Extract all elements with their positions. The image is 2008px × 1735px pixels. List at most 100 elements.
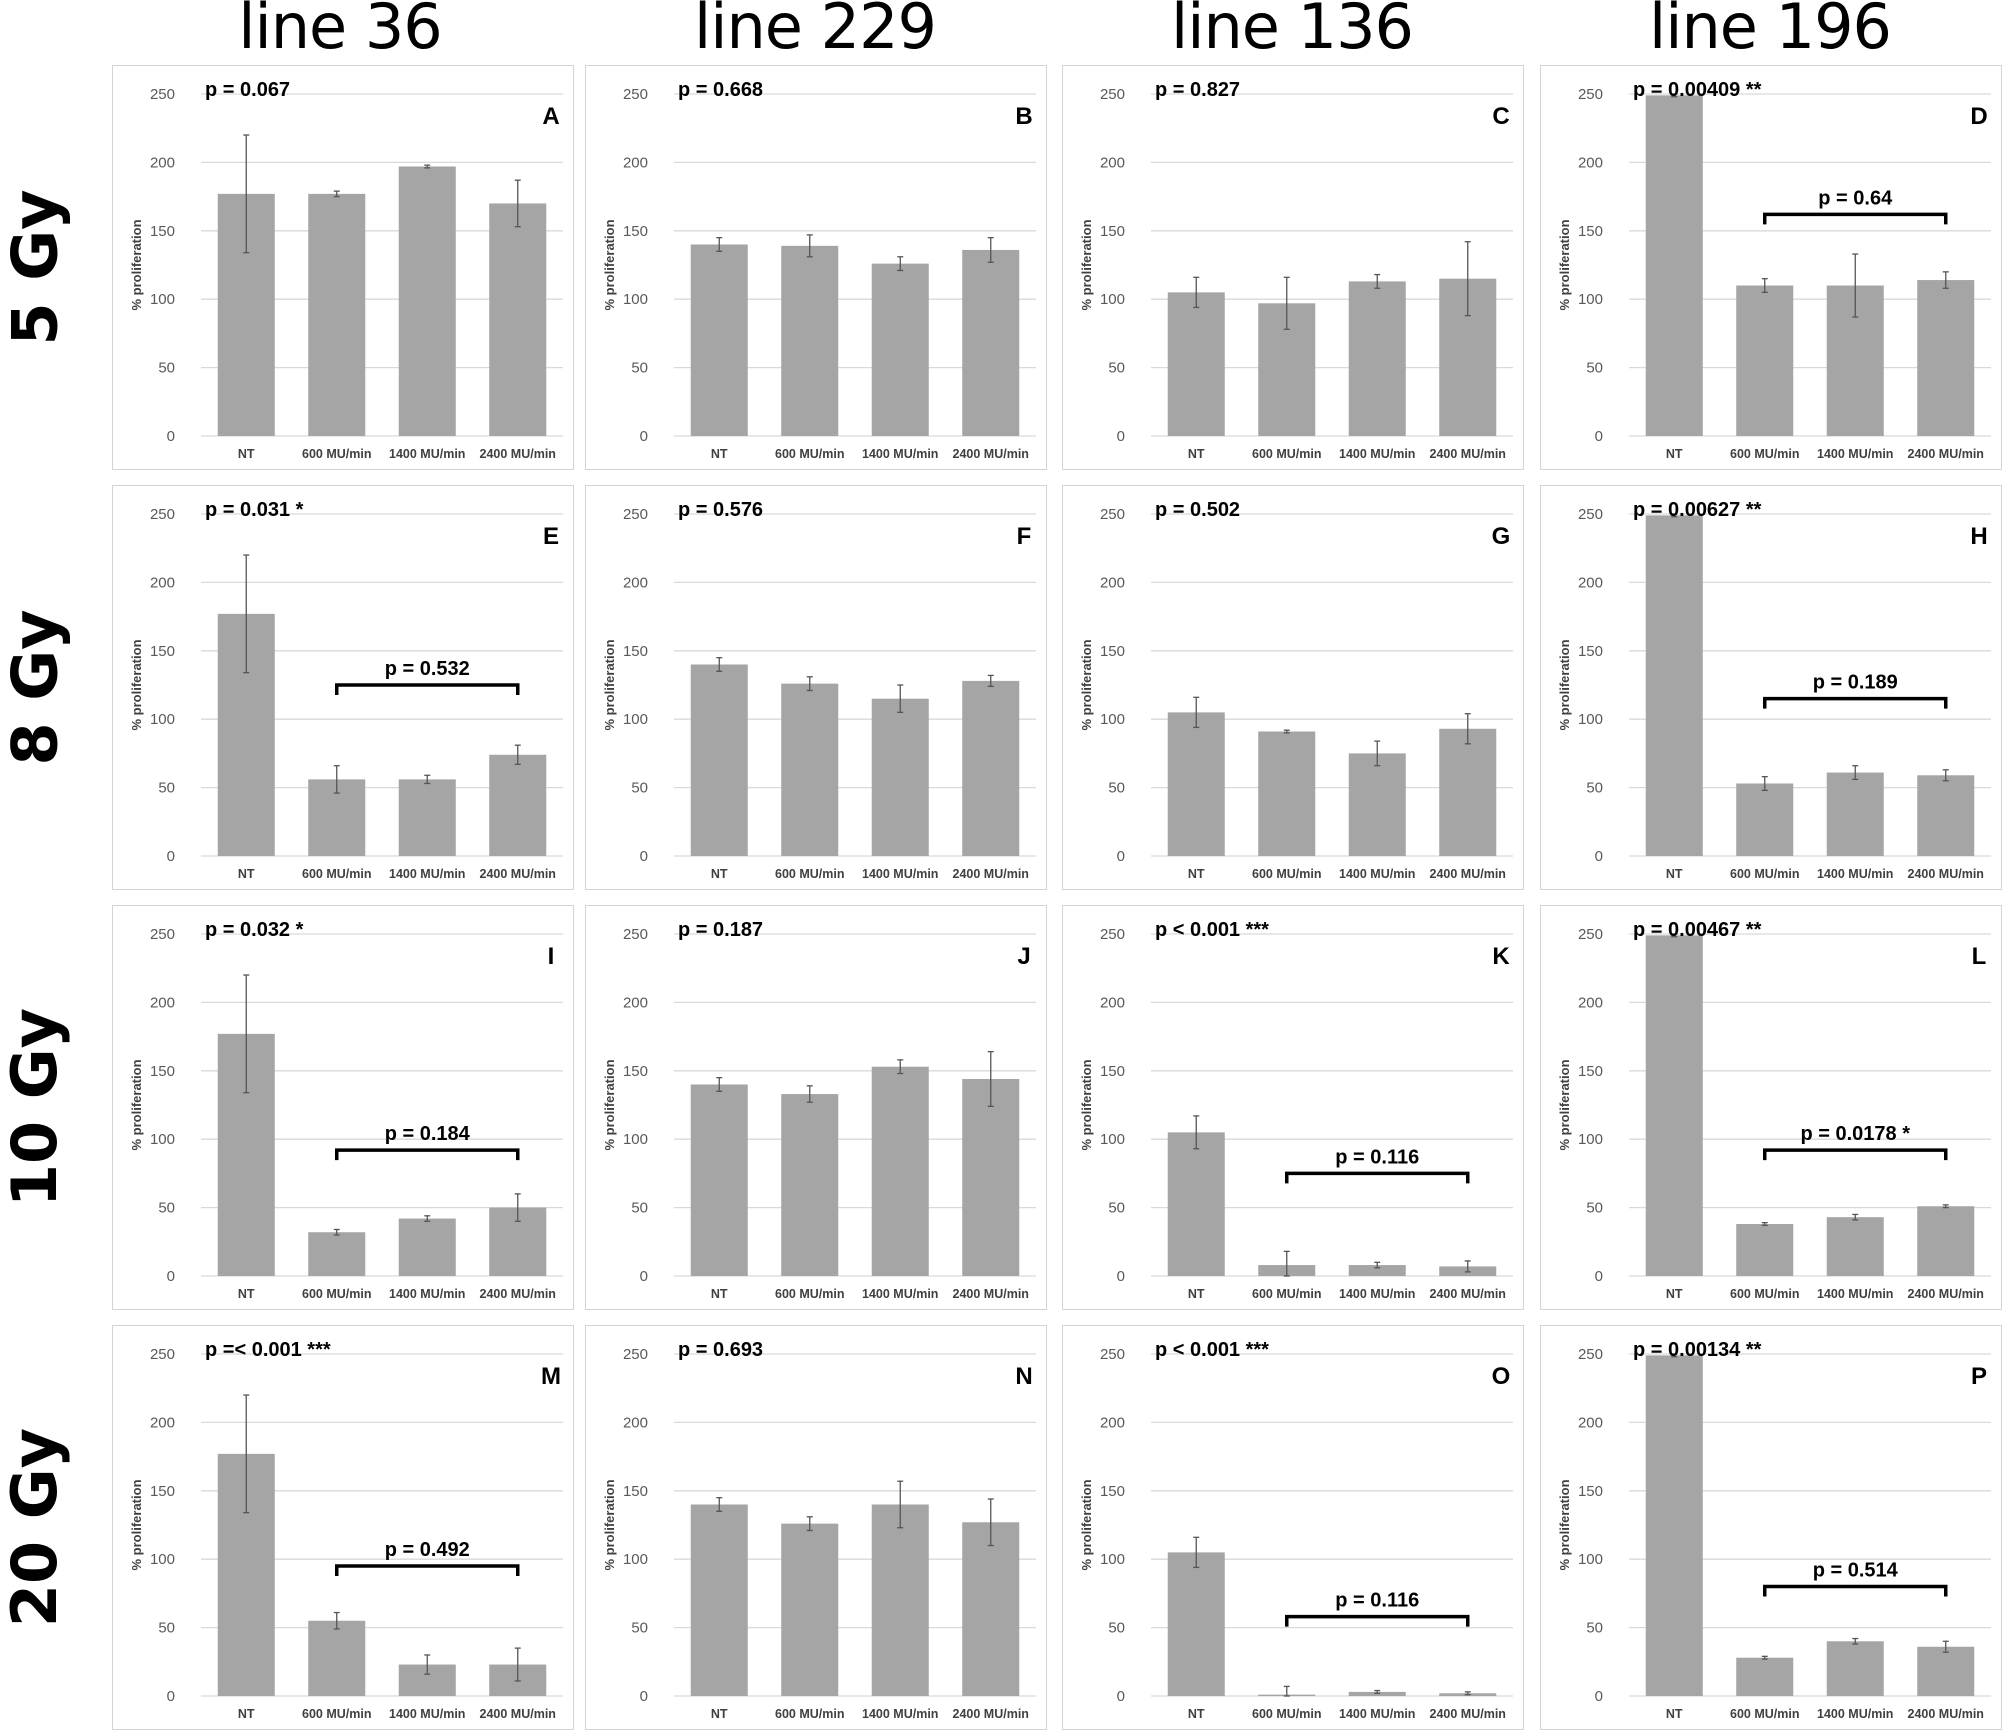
chart-panel-j: 0 50 100 150 200 250 % proliferation NT 600 MU/m…	[585, 905, 1047, 1310]
bar-4	[1439, 728, 1497, 856]
y-tick-label: 50	[158, 1200, 175, 1217]
p-value-label: p = 0.00409 **	[1633, 79, 1762, 101]
y-tick-label: 50	[1586, 1620, 1603, 1637]
error-bar	[1283, 729, 1290, 734]
error-bar	[806, 234, 813, 258]
error-bar	[1852, 1213, 1859, 1221]
y-tick-label: 0	[1595, 1688, 1603, 1705]
bracket-p-value-label: p = 0.189	[1813, 672, 1898, 694]
bracket-p-value-label: p = 0.116	[1335, 1590, 1419, 1612]
chart-panel-i: 0 50 100 150 200 250 % proliferation NT 600 MU/m…	[112, 905, 574, 1310]
x-tick-label: NT	[711, 1707, 728, 1721]
bar-1	[1167, 292, 1225, 436]
bar-3	[1348, 1265, 1406, 1276]
y-tick-label: 250	[150, 926, 175, 943]
y-tick-label: 250	[150, 506, 175, 523]
p-value-label: p = 0.576	[678, 499, 763, 521]
bar-4	[962, 1079, 1020, 1276]
y-tick-label: 250	[1100, 86, 1125, 103]
x-tick-label: NT	[1188, 867, 1205, 881]
error-bar	[1942, 1640, 1949, 1653]
chart-svg-e: 0 50 100 150 200 250 % proliferation NT 600 MU/m…	[129, 499, 563, 881]
chart-svg-n: 0 50 100 150 200 250 % proliferation NT 600 MU/m…	[602, 1339, 1036, 1721]
panel-letter: H	[1970, 523, 1987, 550]
bar-4	[962, 249, 1020, 436]
chart-svg-a: 0 50 100 150 200 250 % proliferation NT 600 MU/m…	[129, 79, 563, 461]
error-bar	[514, 1193, 521, 1222]
y-axis-label: % proliferation	[1079, 1479, 1094, 1570]
y-tick-label: 0	[167, 848, 175, 865]
panel-letter: J	[1017, 943, 1030, 970]
chart-panel-h: 0 50 100 150 200 250 % proliferation NT 600 MU/m…	[1540, 485, 2002, 890]
panel-letter: B	[1015, 103, 1032, 130]
error-bar	[243, 974, 250, 1094]
y-tick-label: 150	[1578, 223, 1603, 240]
bar-3	[1826, 772, 1884, 856]
x-tick-label: NT	[711, 1287, 728, 1301]
p-value-label: p < 0.001 ***	[1155, 1339, 1269, 1361]
error-bar	[1761, 776, 1768, 791]
y-tick-label: 150	[150, 1483, 175, 1500]
x-tick-label: 2400 MU/min	[480, 1287, 556, 1301]
y-tick-label: 250	[1578, 926, 1603, 943]
error-bar	[1761, 1655, 1768, 1660]
chart-panel-n: 0 50 100 150 200 250 % proliferation NT 600 MU/m…	[585, 1325, 1047, 1730]
error-bar	[1374, 273, 1381, 289]
error-bar	[716, 656, 723, 672]
bar-4	[1917, 280, 1975, 436]
error-bar	[1942, 271, 1949, 289]
y-tick-label: 200	[1578, 1414, 1603, 1431]
y-tick-label: 0	[1117, 848, 1125, 865]
chart-panel-p: 0 50 100 150 200 250 % proliferation NT 600 MU/m…	[1540, 1325, 2002, 1730]
error-bar	[1374, 1689, 1381, 1694]
x-tick-label: 2400 MU/min	[953, 1707, 1029, 1721]
comparison-bracket	[1763, 1584, 1948, 1597]
bar-2	[308, 193, 366, 436]
panel-letter: E	[543, 523, 559, 550]
chart-svg-g: 0 50 100 150 200 250 % proliferation NT 600 MU/m…	[1079, 499, 1513, 881]
x-tick-label: 2400 MU/min	[1430, 447, 1506, 461]
x-tick-label: NT	[238, 867, 255, 881]
error-bar	[333, 1611, 340, 1630]
x-tick-label: 600 MU/min	[775, 447, 844, 461]
y-tick-label: 150	[1100, 1063, 1125, 1080]
y-tick-label: 150	[623, 223, 648, 240]
y-axis-label: % proliferation	[1079, 1059, 1094, 1150]
x-tick-label: 2400 MU/min	[1908, 867, 1984, 881]
y-tick-label: 250	[1578, 506, 1603, 523]
chart-panel-k: 0 50 100 150 200 250 % proliferation NT 600 MU/m…	[1062, 905, 1524, 1310]
error-bar	[424, 774, 431, 785]
y-tick-label: 100	[1100, 1131, 1125, 1148]
y-axis-label: % proliferation	[129, 219, 144, 310]
y-tick-label: 50	[1108, 1620, 1125, 1637]
y-tick-label: 50	[1108, 360, 1125, 377]
bar-2	[308, 1620, 366, 1696]
panel-letter: F	[1017, 523, 1032, 550]
y-tick-label: 200	[623, 574, 648, 591]
x-tick-label: 600 MU/min	[775, 1287, 844, 1301]
error-bar	[987, 236, 994, 263]
chart-svg-h: 0 50 100 150 200 250 % proliferation NT 600 MU/m…	[1557, 499, 1991, 881]
comparison-bracket	[1285, 1171, 1470, 1184]
panel-letter: M	[541, 1363, 561, 1390]
chart-svg-l: 0 50 100 150 200 250 % proliferation NT 600 MU/m…	[1557, 919, 1991, 1301]
y-tick-label: 250	[623, 506, 648, 523]
error-bar	[1464, 1260, 1471, 1273]
chart-panel-m: 0 50 100 150 200 250 % proliferation NT 600 MU/m…	[112, 1325, 574, 1730]
x-tick-label: 1400 MU/min	[1339, 1707, 1415, 1721]
x-tick-label: 1400 MU/min	[1817, 1287, 1893, 1301]
y-axis-label: % proliferation	[1557, 1479, 1572, 1570]
error-bar	[1283, 1250, 1290, 1277]
y-tick-label: 150	[150, 223, 175, 240]
y-tick-label: 150	[1578, 1483, 1603, 1500]
y-tick-label: 150	[1578, 643, 1603, 660]
y-tick-label: 100	[150, 291, 175, 308]
x-tick-label: NT	[1666, 1707, 1683, 1721]
y-tick-label: 250	[623, 1346, 648, 1363]
y-axis-label: % proliferation	[129, 1479, 144, 1570]
bar-2	[781, 1523, 839, 1696]
p-value-label: p = 0.693	[678, 1339, 763, 1361]
x-tick-label: NT	[238, 1707, 255, 1721]
y-tick-label: 250	[1578, 86, 1603, 103]
y-tick-label: 250	[150, 1346, 175, 1363]
